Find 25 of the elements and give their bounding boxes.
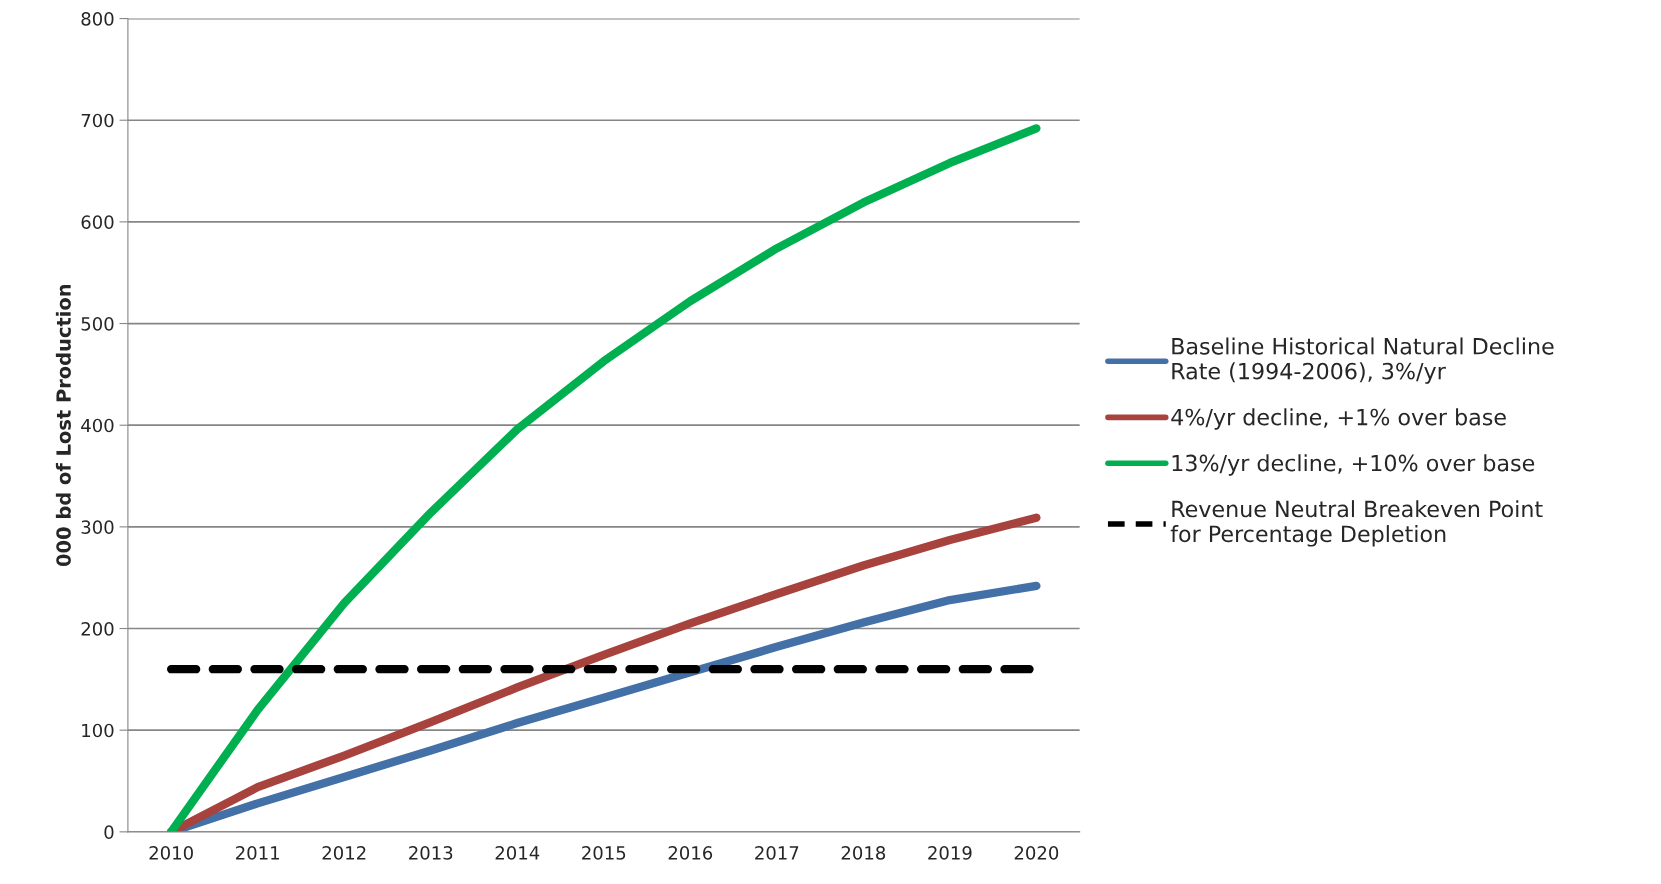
y-tick-label: 800 xyxy=(81,12,114,26)
y-tick-label: 100 xyxy=(82,723,114,738)
x-tick-label: 2019 xyxy=(928,846,972,860)
y-tick-label: 600 xyxy=(81,215,114,229)
x-tick-label: 2017 xyxy=(755,846,799,860)
x-tick-label: 2010 xyxy=(149,846,193,860)
y-tick-label: 700 xyxy=(81,113,114,128)
x-tick-label: 2012 xyxy=(322,846,366,860)
x-tick-label: 2018 xyxy=(841,846,886,860)
x-tick-label: 2016 xyxy=(668,846,713,860)
legend-label: Baseline Historical Natural Decline Rate (1994-2006), 3%/yr xyxy=(1172,337,1554,384)
x-tick-label: 2013 xyxy=(409,846,453,860)
y-tick-label: 400 xyxy=(81,418,114,433)
x-tick-label: 2014 xyxy=(495,846,540,860)
y-tick-label: 0 xyxy=(104,825,114,839)
y-tick-label: 500 xyxy=(81,317,114,331)
legend-label: 13%/yr decline, +10% over base xyxy=(1172,454,1535,476)
legend-label: 4%/yr decline, +1% over base xyxy=(1171,408,1506,430)
x-tick-label: 2020 xyxy=(1014,846,1059,860)
x-tick-label: 2011 xyxy=(236,846,279,860)
y-axis-title: 000 bd of Lost Production xyxy=(55,284,71,567)
y-tick-label: 200 xyxy=(81,621,114,636)
legend-label: Revenue Neutral Breakeven Point for Percentage Depletion xyxy=(1170,500,1543,547)
y-tick-label: 300 xyxy=(81,520,114,534)
x-tick-label: 2015 xyxy=(582,846,626,860)
